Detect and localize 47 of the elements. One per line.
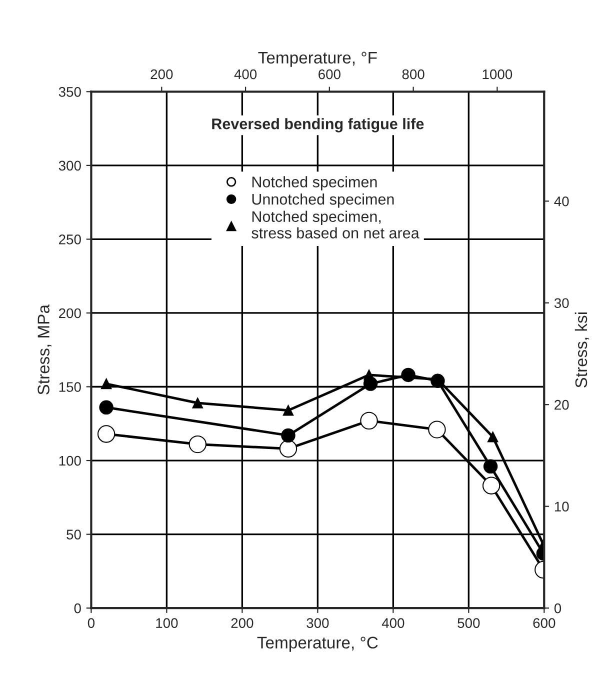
x-tick-label: 100 (156, 618, 178, 628)
y2-tick-label: 10 (554, 502, 569, 512)
y2-tick-label: 40 (554, 196, 569, 206)
point (428, 420, 446, 438)
y2-axis-title: Stress, ksi (574, 312, 590, 388)
legend-label: Notched specimen, stress based on net area (252, 210, 420, 238)
y-tick-label: 250 (59, 234, 81, 244)
legend-label: Unnotched specimen (252, 193, 394, 208)
x2-tick-label: 600 (318, 69, 340, 80)
y-axis-title: Stress, MPa (38, 304, 52, 394)
x2-tick-label: 800 (402, 69, 424, 80)
y-tick-label: 300 (58, 160, 81, 171)
legend-label: Notched specimen (252, 176, 377, 190)
point (482, 476, 500, 494)
point (100, 378, 112, 390)
x-tick-label: 0 (88, 618, 95, 628)
point (360, 412, 378, 430)
y2-tick-label: 30 (554, 298, 569, 308)
point (487, 432, 498, 442)
point (192, 398, 204, 408)
x2-tick-label: 1000 (482, 69, 512, 80)
x2-axis-title: Temperature, °F (258, 52, 377, 67)
point (281, 428, 296, 443)
y-tick-label: 100 (59, 456, 81, 466)
point (483, 459, 498, 474)
point (364, 370, 374, 380)
point (279, 440, 298, 458)
y-tick-label: 200 (59, 308, 81, 318)
point (282, 404, 294, 416)
point (99, 400, 114, 415)
x-tick-label: 300 (306, 618, 329, 628)
x2-tick-label: 400 (234, 69, 257, 80)
y2-tick-label: 20 (554, 400, 569, 410)
x-tick-label: 600 (533, 618, 556, 628)
x-axis-title: Temperature, °C (257, 636, 378, 652)
x2-tick-label: 200 (150, 69, 173, 80)
text: Reversed bending fatigue life (212, 118, 424, 132)
y-tick-label: 0 (74, 603, 81, 614)
point (188, 435, 206, 454)
y-tick-label: 350 (58, 86, 81, 97)
x-tick-label: 400 (382, 618, 404, 628)
y-tick-label: 50 (66, 530, 81, 540)
y2-tick-label: 0 (554, 603, 562, 614)
x-tick-label: 500 (458, 618, 480, 628)
y-tick-label: 150 (59, 382, 81, 392)
x-tick-label: 200 (231, 618, 254, 628)
point (97, 425, 116, 443)
